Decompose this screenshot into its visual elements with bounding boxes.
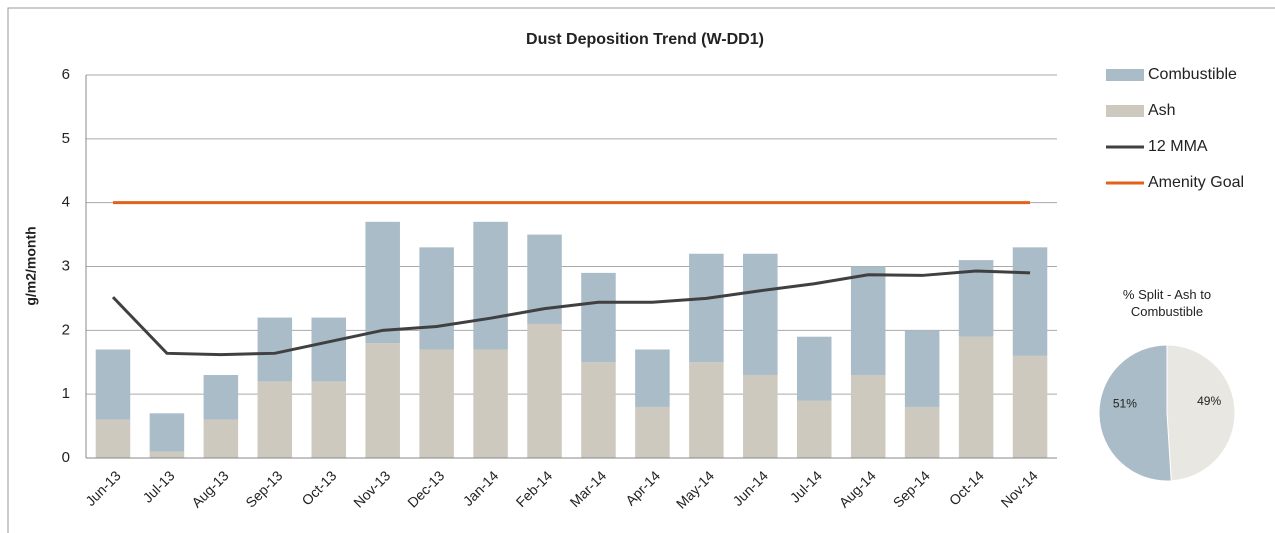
x-tick-label: Jun-14 — [729, 467, 771, 509]
bar — [904, 330, 940, 407]
bar — [473, 221, 508, 350]
pie-label: 51% — [1113, 396, 1137, 410]
x-tick-label: Mar-14 — [567, 467, 610, 510]
x-tick-label: Jun-13 — [82, 467, 124, 509]
legend-label: 12 MMA — [1148, 138, 1208, 155]
y-tick-label: 5 — [62, 130, 70, 147]
x-tick-label: Aug-14 — [836, 467, 879, 510]
pie-slice — [1166, 344, 1236, 482]
bar — [635, 406, 670, 458]
bar — [311, 317, 347, 382]
chart-frame — [7, 7, 1275, 533]
bar — [581, 362, 616, 458]
bar — [527, 323, 562, 458]
bar — [95, 419, 131, 458]
bar — [796, 336, 832, 401]
x-tick-label: Sep-13 — [242, 467, 285, 510]
bar — [419, 247, 454, 350]
bar — [1012, 355, 1048, 458]
bar — [95, 349, 131, 420]
y-tick-label: 6 — [62, 66, 70, 83]
y-tick-label: 0 — [62, 449, 70, 466]
bar — [419, 349, 454, 458]
x-tick-label: Oct-13 — [298, 467, 339, 508]
legend-label: Combustible — [1148, 66, 1237, 83]
y-tick-label: 1 — [62, 385, 70, 402]
x-tick-label: Feb-14 — [513, 467, 556, 510]
pie-title: % Split - Ash to Combustible — [1122, 287, 1212, 319]
bar — [149, 451, 185, 458]
x-tick-label: Sep-14 — [890, 467, 933, 510]
bar — [365, 221, 400, 344]
bar — [689, 362, 724, 458]
x-tick-label: Jan-14 — [460, 467, 502, 509]
bar — [743, 375, 778, 458]
legend-label: Ash — [1148, 102, 1176, 119]
bar — [850, 375, 886, 458]
x-tick-label: Jul-14 — [787, 467, 825, 505]
bar — [581, 272, 616, 363]
bar — [743, 253, 778, 376]
y-tick-label: 3 — [62, 257, 70, 274]
bar — [257, 381, 293, 458]
bar — [904, 406, 940, 458]
pie-label: 49% — [1197, 394, 1221, 408]
x-tick-label: Dec-13 — [404, 467, 447, 510]
bar — [635, 349, 670, 407]
bar — [958, 336, 994, 458]
legend-swatch — [1106, 69, 1144, 81]
x-tick-label: Oct-14 — [946, 467, 987, 508]
x-tick-label: Jul-13 — [139, 467, 177, 505]
y-tick-label: 4 — [62, 194, 70, 211]
y-tick-label: 2 — [62, 321, 70, 338]
line-series — [111, 269, 1031, 357]
bar — [311, 381, 347, 458]
x-tick-label: Nov-13 — [350, 467, 393, 510]
legend-label: Amenity Goal — [1148, 174, 1244, 191]
bar — [850, 266, 886, 376]
bar — [149, 413, 185, 452]
x-tick-label: Aug-13 — [188, 467, 231, 510]
x-tick-label: May-14 — [673, 467, 717, 511]
bar — [796, 400, 832, 458]
bar — [365, 343, 400, 458]
y-axis-label: g/m2/month — [23, 226, 39, 305]
bar — [1012, 247, 1048, 356]
legend-swatch — [1106, 105, 1144, 117]
chart-title: Dust Deposition Trend (W-DD1) — [526, 31, 764, 48]
bar — [689, 253, 724, 363]
bar — [473, 349, 508, 458]
bar — [203, 419, 239, 458]
x-tick-label: Nov-14 — [998, 467, 1041, 510]
x-tick-label: Apr-14 — [622, 467, 663, 508]
bar — [203, 375, 239, 420]
pie-slice — [1098, 344, 1172, 482]
